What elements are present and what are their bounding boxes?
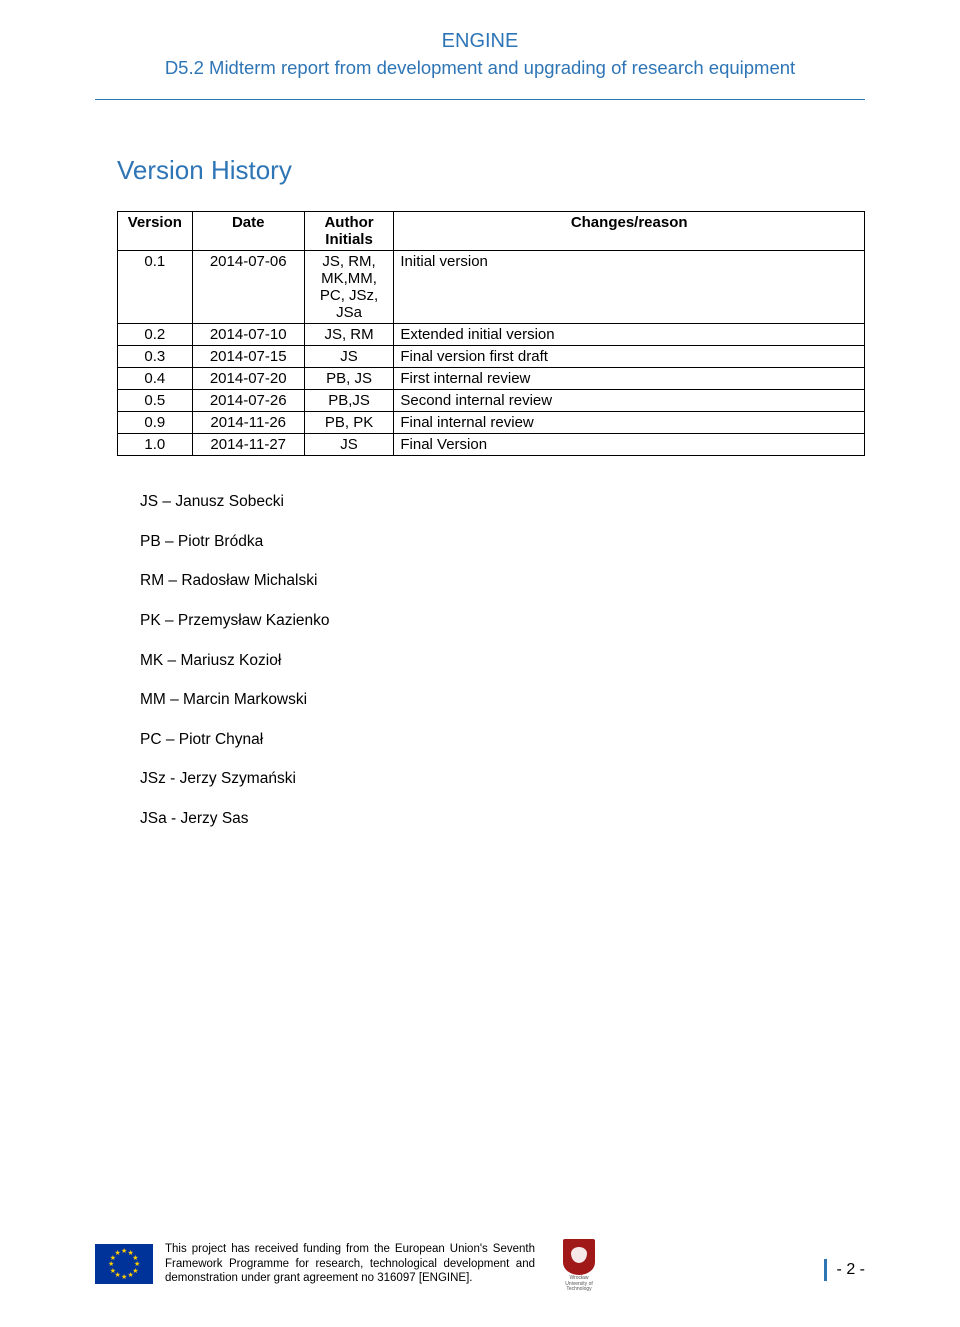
table-row: 1.02014-11-27JSFinal Version: [118, 434, 865, 456]
university-crest: Wrocław University of Technology: [559, 1239, 599, 1289]
table-row: 0.52014-07-26PB,JSSecond internal review: [118, 390, 865, 412]
table-row: 0.32014-07-15JSFinal version first draft: [118, 346, 865, 368]
eu-star-icon: ★: [121, 1273, 127, 1281]
initials-entry: JSz - Jerzy Szymański: [140, 761, 865, 797]
page-number: - 2 -: [824, 1259, 865, 1281]
cell-version: 0.2: [118, 324, 193, 346]
cell-version: 0.1: [118, 251, 193, 324]
cell-version: 0.9: [118, 412, 193, 434]
col-header-date: Date: [192, 212, 304, 251]
cell-author: JS, RM, MK,MM, PC, JSz, JSa: [304, 251, 394, 324]
eu-flag-icon: ★★★★★★★★★★★★: [95, 1244, 153, 1284]
initials-entry: PK – Przemysław Kazienko: [140, 603, 865, 639]
cell-author: JS, RM: [304, 324, 394, 346]
header-title: ENGINE: [95, 30, 865, 53]
cell-date: 2014-11-27: [192, 434, 304, 456]
cell-date: 2014-07-15: [192, 346, 304, 368]
footer-funding-text: This project has received funding from t…: [165, 1242, 535, 1285]
col-header-changes: Changes/reason: [394, 212, 865, 251]
cell-date: 2014-11-26: [192, 412, 304, 434]
version-history-table: Version Date Author Initials Changes/rea…: [117, 211, 865, 456]
cell-changes: Extended initial version: [394, 324, 865, 346]
cell-changes: Second internal review: [394, 390, 865, 412]
cell-version: 0.5: [118, 390, 193, 412]
col-header-version: Version: [118, 212, 193, 251]
footer: ★★★★★★★★★★★★ This project has received f…: [95, 1239, 865, 1289]
cell-date: 2014-07-26: [192, 390, 304, 412]
cell-version: 0.3: [118, 346, 193, 368]
eu-star-icon: ★: [128, 1271, 134, 1279]
initials-list: JS – Janusz Sobecki PB – Piotr BródkaRM –…: [140, 484, 865, 837]
cell-date: 2014-07-10: [192, 324, 304, 346]
cell-author: JS: [304, 434, 394, 456]
cell-changes: First internal review: [394, 368, 865, 390]
crest-label: Wrocław University of Technology: [559, 1276, 599, 1293]
cell-changes: Final internal review: [394, 412, 865, 434]
initials-entry: PB – Piotr Bródka: [140, 524, 865, 560]
cell-changes: Initial version: [394, 251, 865, 324]
table-row: 0.22014-07-10JS, RMExtended initial vers…: [118, 324, 865, 346]
cell-date: 2014-07-06: [192, 251, 304, 324]
section-title: Version History: [117, 155, 865, 186]
cell-version: 0.4: [118, 368, 193, 390]
cell-changes: Final version first draft: [394, 346, 865, 368]
initials-entry: RM – Radosław Michalski: [140, 563, 865, 599]
cell-author: JS: [304, 346, 394, 368]
initials-entry: JS – Janusz Sobecki: [140, 484, 865, 520]
cell-author: PB, JS: [304, 368, 394, 390]
initials-entry: JSa - Jerzy Sas: [140, 801, 865, 837]
table-row: 0.12014-07-06JS, RM, MK,MM, PC, JSz, JSa…: [118, 251, 865, 324]
table-header-row: Version Date Author Initials Changes/rea…: [118, 212, 865, 251]
cell-date: 2014-07-20: [192, 368, 304, 390]
table-row: 0.42014-07-20PB, JSFirst internal review: [118, 368, 865, 390]
col-header-author: Author Initials: [304, 212, 394, 251]
table-row: 0.92014-11-26PB, PKFinal internal review: [118, 412, 865, 434]
eu-star-icon: ★: [121, 1247, 127, 1255]
header-subtitle: D5.2 Midterm report from development and…: [95, 57, 865, 79]
initials-entry: PC – Piotr Chynał: [140, 722, 865, 758]
cell-version: 1.0: [118, 434, 193, 456]
header-rule: [95, 99, 865, 100]
eu-star-icon: ★: [115, 1249, 121, 1257]
initials-entry: MM – Marcin Markowski: [140, 682, 865, 718]
cell-changes: Final Version: [394, 434, 865, 456]
cell-author: PB,JS: [304, 390, 394, 412]
initials-entry: MK – Mariusz Kozioł: [140, 643, 865, 679]
crest-shield-icon: [563, 1239, 595, 1275]
cell-author: PB, PK: [304, 412, 394, 434]
